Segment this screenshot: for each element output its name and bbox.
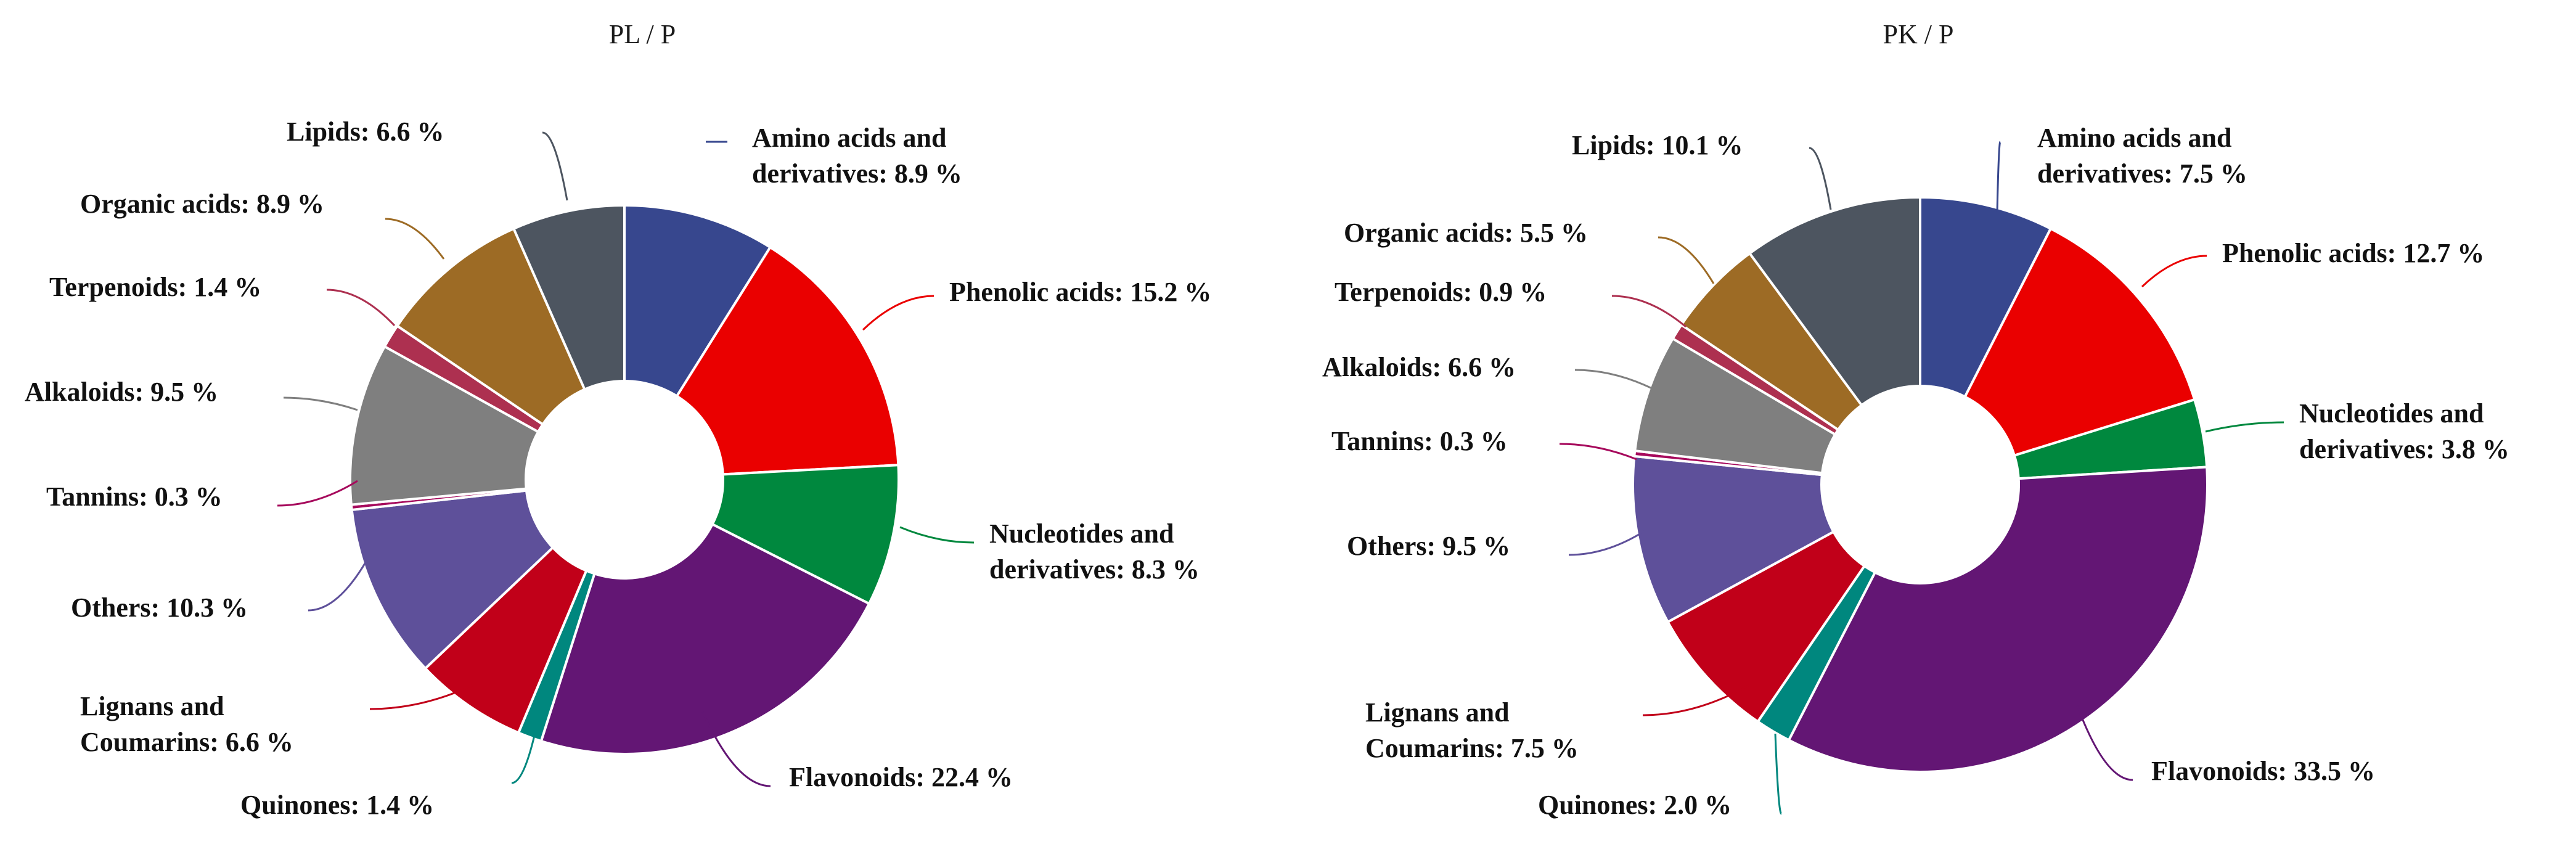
pl-p-label-others: Others: 10.3 % <box>71 593 248 623</box>
pk-p-slice-lignans-and-coumarins <box>1666 530 1867 724</box>
pl-p-label-phenolic-acids: Phenolic acids: 15.2 % <box>949 277 1211 307</box>
pk-p-leader-line-flavonoids <box>2076 705 2133 781</box>
pl-p-leader-line-others <box>308 554 371 612</box>
pl-p-label-nucleotides-and-derivatives: Nucleotides and derivatives: 8.3 % <box>989 519 1200 584</box>
pk-p-label-quinones: Quinones: 2.0 % <box>1538 790 1732 820</box>
pk-p-leader-line-alkaloids <box>1574 369 1653 390</box>
pk-p-leader-line-lipids <box>1809 147 1832 210</box>
pk-p-leader-line-tannins <box>1559 443 1637 461</box>
pl-p-label-alkaloids: Alkaloids: 9.5 % <box>25 377 218 407</box>
pl-p-leader-line-tannins <box>277 480 358 507</box>
pl-p-leader-line-quinones <box>511 727 538 784</box>
pl-p-label-lipids: Lipids: 6.6 % <box>287 117 444 147</box>
pk-p-label-others: Others: 9.5 % <box>1347 531 1510 561</box>
pk-p-label-flavonoids: Flavonoids: 33.5 % <box>2151 756 2375 786</box>
pk-p-leader-line-phenolic-acids <box>2141 255 2207 288</box>
pk-p-slice-phenolic-acids <box>1963 227 2196 457</box>
donut-chart-pk-p: PK / P Amino acids and derivatives: 7.5 %… <box>1322 19 2509 820</box>
chart-title-pl-p: PL / P <box>609 19 676 49</box>
pk-p-label-nucleotides-and-derivatives: Nucleotides and derivatives: 3.8 % <box>2299 398 2509 464</box>
pl-p-slice-organic-acids <box>395 227 587 427</box>
pk-p-leader-line-nucleotides-and-derivatives <box>2205 421 2284 433</box>
pl-p-slice-alkaloids <box>349 345 540 506</box>
pl-p-leader-line-lignans-and-coumarins <box>369 683 475 710</box>
pk-p-label-alkaloids: Alkaloids: 6.6 % <box>1322 352 1516 382</box>
pk-p-leader-line-organic-acids <box>1658 236 1715 284</box>
pl-p-label-lignans-and-coumarins: Lignans and Coumarins: 6.6 % <box>80 691 293 757</box>
pk-p-slice-flavonoids <box>1787 465 2209 773</box>
pk-p-slice-others <box>1632 454 1836 624</box>
pk-p-label-lignans-and-coumarins: Lignans and Coumarins: 7.5 % <box>1365 697 1579 763</box>
chart-title-pk-p: PK / P <box>1883 19 1954 49</box>
pl-p-leader-line-organic-acids <box>385 218 445 260</box>
donut-chart-pl-p: PL / P Amino acids and derivatives: 8.9 %… <box>25 19 1211 820</box>
pk-p-leader-line-terpenoids <box>1611 295 1687 328</box>
pl-p-leader-line-alkaloids <box>283 396 358 411</box>
pl-p-label-tannins: Tannins: 0.3 % <box>46 482 223 512</box>
pl-p-slice-nucleotides-and-derivatives <box>711 464 900 605</box>
pl-p-label-terpenoids: Terpenoids: 1.4 % <box>49 272 261 302</box>
pl-p-label-amino-acids-and-derivatives: Amino acids and derivatives: 8.9 % <box>752 123 962 189</box>
pl-p-leader-line-flavonoids <box>701 711 771 787</box>
pk-p-label-amino-acids-and-derivatives: Amino acids and derivatives: 7.5 % <box>2037 123 2247 189</box>
pk-p-label-lipids: Lipids: 10.1 % <box>1572 130 1743 160</box>
pk-p-label-terpenoids: Terpenoids: 0.9 % <box>1335 277 1547 307</box>
pk-p-slice-lipids <box>1748 195 1921 408</box>
pl-p-label-quinones: Quinones: 1.4 % <box>240 790 434 820</box>
pl-p-leader-line-nucleotides-and-derivatives <box>899 526 975 544</box>
pl-p-slice-others <box>350 489 555 670</box>
pl-p-slice-amino-acids-and-derivatives <box>623 203 772 398</box>
pl-p-leader-line-phenolic-acids <box>862 295 934 331</box>
pl-p-leader-line-lipids <box>542 131 568 201</box>
pk-p-leader-line-lignans-and-coumarins <box>1642 683 1751 716</box>
pk-p-label-phenolic-acids: Phenolic acids: 12.7 % <box>2222 238 2484 268</box>
pk-p-label-tannins: Tannins: 0.3 % <box>1331 426 1508 456</box>
pk-p-leader-line-amino-acids-and-derivatives <box>1996 141 2002 213</box>
pk-p-label-organic-acids: Organic acids: 5.5 % <box>1344 218 1588 248</box>
pl-p-leader-line-terpenoids <box>326 289 396 327</box>
pl-p-label-flavonoids: Flavonoids: 22.4 % <box>789 762 1013 792</box>
pl-p-slice-phenolic-acids <box>675 245 900 476</box>
pl-p-slice-flavonoids <box>539 522 871 755</box>
pk-p-leader-line-others <box>1568 529 1646 556</box>
pk-p-leader-line-quinones <box>1774 733 1783 815</box>
pk-p-slice-amino-acids-and-derivatives <box>1919 195 2053 399</box>
pl-p-label-organic-acids: Organic acids: 8.9 % <box>80 189 324 219</box>
pl-p-slice-lipids <box>512 203 626 392</box>
